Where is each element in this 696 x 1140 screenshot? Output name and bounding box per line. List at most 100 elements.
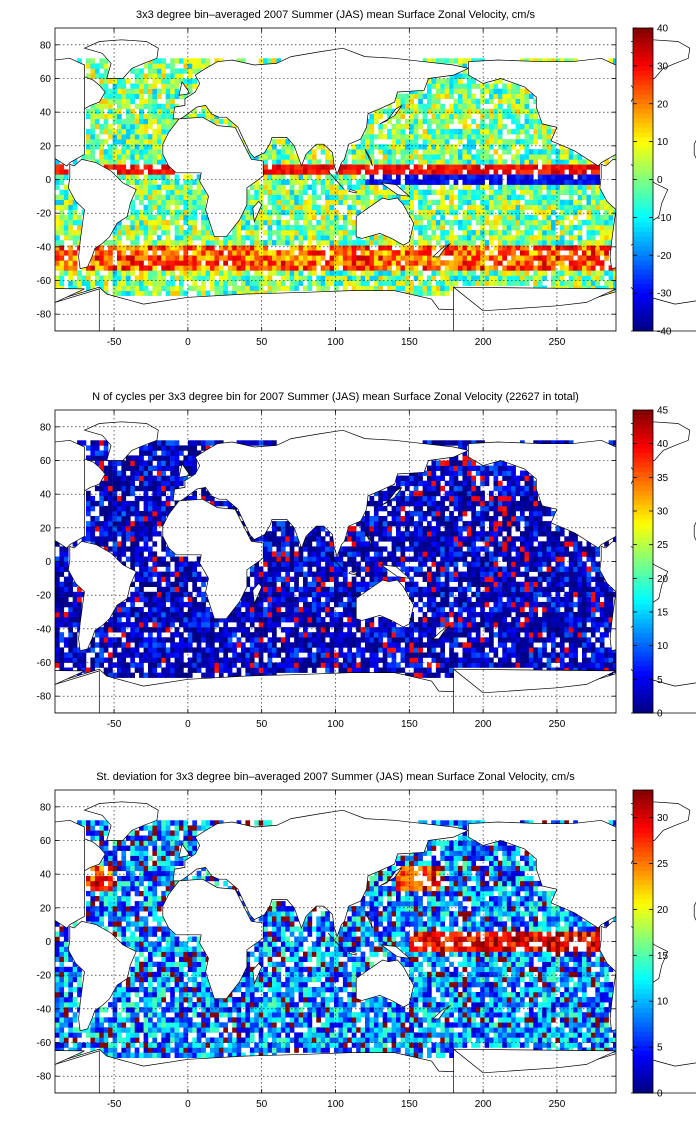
colorbar-swatch — [633, 302, 653, 308]
data-bin — [103, 240, 109, 246]
data-bin — [280, 601, 286, 608]
data-bin — [471, 240, 476, 246]
data-bin — [449, 58, 454, 64]
data-bin — [440, 209, 445, 216]
data-bin — [351, 184, 357, 190]
data-bin — [289, 144, 295, 150]
data-bin — [125, 290, 131, 296]
data-bin — [303, 265, 308, 271]
data-bin — [444, 204, 450, 211]
data-bin — [117, 511, 122, 517]
data-bin — [148, 240, 153, 246]
data-bin — [183, 245, 189, 251]
data-bin — [599, 235, 605, 241]
data-bin — [329, 209, 335, 216]
data-bin — [489, 134, 494, 140]
data-bin — [449, 245, 454, 251]
data-bin — [542, 209, 547, 216]
colorbar-swatch — [633, 198, 653, 204]
data-bin — [524, 189, 530, 195]
data-bin — [254, 627, 259, 633]
data-bin — [351, 260, 357, 266]
data-bin — [280, 591, 286, 598]
data-bin — [511, 255, 516, 261]
data-bin — [440, 225, 445, 231]
data-bin — [156, 134, 162, 140]
data-bin — [546, 159, 552, 165]
data-bin — [112, 652, 118, 658]
data-bin — [152, 184, 158, 190]
data-bin — [183, 612, 189, 618]
data-bin — [63, 657, 69, 663]
data-bin — [103, 511, 109, 517]
data-bin — [192, 189, 197, 195]
data-bin — [72, 219, 78, 226]
data-bin — [245, 576, 251, 582]
data-bin — [365, 204, 370, 211]
data-bin — [294, 169, 299, 175]
data-bin — [497, 113, 503, 120]
data-bin — [121, 500, 127, 507]
data-bin — [187, 632, 193, 638]
data-bin — [520, 184, 525, 190]
data-bin — [90, 450, 96, 456]
data-bin — [223, 240, 228, 246]
data-bin — [325, 149, 330, 155]
data-bin — [489, 83, 494, 89]
data-bin — [555, 270, 561, 276]
data-bin — [90, 516, 96, 522]
data-bin — [489, 123, 494, 130]
data-bin — [422, 255, 428, 261]
data-bin — [440, 275, 445, 281]
data-bin — [435, 78, 441, 84]
data-bin — [68, 591, 73, 598]
data-bin — [103, 63, 109, 69]
data-bin — [440, 280, 445, 286]
data-bin — [289, 566, 295, 572]
data-bin — [241, 275, 246, 281]
data-bin — [533, 275, 538, 281]
data-bin — [108, 250, 113, 256]
data-bin — [484, 134, 490, 140]
data-bin — [316, 209, 321, 216]
data-bin — [475, 159, 481, 165]
data-bin — [289, 225, 295, 231]
data-bin — [148, 88, 153, 94]
data-bin — [435, 209, 441, 216]
data-bin — [94, 255, 100, 261]
data-bin — [484, 245, 490, 251]
data-bin — [542, 275, 547, 281]
data-bin — [484, 184, 490, 190]
data-bin — [249, 657, 255, 663]
data-bin — [174, 586, 180, 593]
data-bin — [161, 647, 166, 653]
data-bin — [94, 139, 100, 145]
data-bin — [546, 174, 552, 180]
data-bin — [404, 255, 410, 261]
data-bin — [369, 235, 375, 241]
data-bin — [94, 652, 100, 658]
data-bin — [267, 561, 273, 567]
data-bin — [542, 159, 547, 165]
data-bin — [192, 214, 197, 221]
data-bin — [427, 169, 432, 175]
data-bin — [555, 275, 561, 281]
data-bin — [471, 255, 476, 261]
data-bin — [462, 73, 468, 79]
data-bin — [236, 245, 242, 251]
data-bin — [497, 260, 503, 266]
data-bin — [334, 194, 339, 200]
data-bin — [356, 169, 361, 175]
data-bin — [183, 260, 189, 266]
data-bin — [201, 225, 206, 231]
data-bin — [108, 255, 113, 261]
axes-mask — [0, 22, 55, 337]
x-tick-label: 150 — [401, 337, 418, 348]
data-bin — [139, 144, 144, 150]
data-bin — [179, 275, 184, 281]
data-bin — [139, 199, 144, 206]
data-bin — [342, 214, 348, 221]
y-tick-label: -60 — [37, 276, 52, 287]
data-bin — [77, 647, 82, 653]
data-bin — [258, 245, 264, 251]
